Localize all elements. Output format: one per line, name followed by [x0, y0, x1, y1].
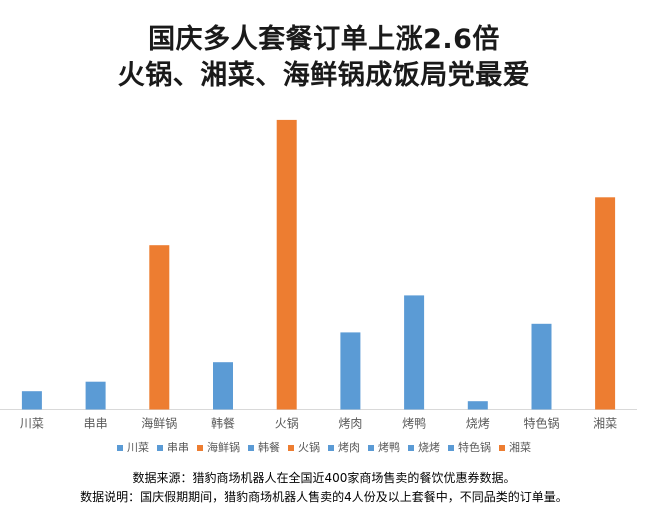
legend-swatch: [368, 445, 374, 451]
legend-label: 海鲜锅: [207, 440, 240, 454]
legend-swatch: [448, 445, 454, 451]
bar-烤鸭: [404, 295, 425, 410]
chart-title-line-2: 火锅、湘菜、海鲜锅成饭局党最爱: [117, 60, 531, 91]
legend-swatch: [197, 445, 203, 451]
legend-label: 川菜: [127, 441, 149, 454]
x-tick-label: 串串: [84, 417, 108, 431]
legend-label: 湘菜: [509, 440, 531, 454]
legend-swatch: [328, 445, 334, 451]
x-tick-label: 烤肉: [338, 416, 362, 431]
source-note: 数据来源：猎豹商场机器人在全国近400家商场售卖的餐饮优惠券数据。 数据说明：国…: [0, 469, 648, 507]
bar-烧烤: [467, 401, 488, 410]
chart-title-line-1: 国庆多人套餐订单上涨2.6倍: [148, 24, 500, 55]
legend-swatch: [408, 445, 414, 451]
legend-swatch: [248, 445, 254, 451]
bar-特色锅: [531, 323, 552, 410]
legend-label: 串串: [167, 441, 189, 454]
x-tick-label: 特色锅: [523, 416, 559, 431]
bar-烤肉: [340, 332, 361, 410]
bars: [21, 119, 616, 410]
bar-串串: [85, 381, 106, 410]
chart-title: 国庆多人套餐订单上涨2.6倍 火锅、湘菜、海鲜锅成饭局党最爱: [0, 22, 648, 94]
legend: 川菜 串串 海鲜锅 韩餐 火锅 烤肉 烤鸭 烧烤 特色锅 湘菜: [117, 440, 531, 454]
x-tick-label: 烧烤: [466, 416, 490, 431]
bar-海鲜锅: [149, 245, 170, 410]
data-source-text: 数据来源：猎豹商场机器人在全国近400家商场售卖的餐饮优惠券数据。: [132, 471, 516, 485]
legend-swatch: [288, 445, 294, 451]
bar-湘菜: [595, 197, 616, 410]
legend-label: 火锅: [298, 441, 320, 454]
legend-swatch: [117, 445, 123, 451]
x-tick-label: 火锅: [275, 416, 299, 431]
legend-label: 韩餐: [258, 440, 280, 454]
data-description-text: 数据说明：国庆假期期间，猎豹商场机器人售卖的4人份及以上套餐中，不同品类的订单量…: [80, 490, 568, 504]
legend-label: 烧烤: [418, 440, 440, 454]
legend-swatch: [499, 445, 505, 451]
x-tick-label: 烤鸭: [402, 416, 426, 431]
legend-label: 烤肉: [338, 440, 360, 454]
bar-火锅: [276, 119, 297, 410]
legend-swatch: [157, 445, 163, 451]
x-tick-label: 湘菜: [593, 416, 617, 431]
bar-川菜: [21, 391, 42, 410]
legend-label: 烤鸭: [378, 440, 400, 454]
x-tick-label: 海鲜锅: [141, 416, 177, 431]
legend-label: 特色锅: [458, 440, 491, 454]
x-tick-labels: 川菜 串串 海鲜锅 韩餐 火锅 烤肉 烤鸭 烧烤 特色锅 湘菜: [20, 416, 617, 431]
bar-韩餐: [213, 362, 233, 410]
x-tick-label: 川菜: [20, 417, 44, 431]
x-tick-label: 韩餐: [211, 416, 235, 431]
